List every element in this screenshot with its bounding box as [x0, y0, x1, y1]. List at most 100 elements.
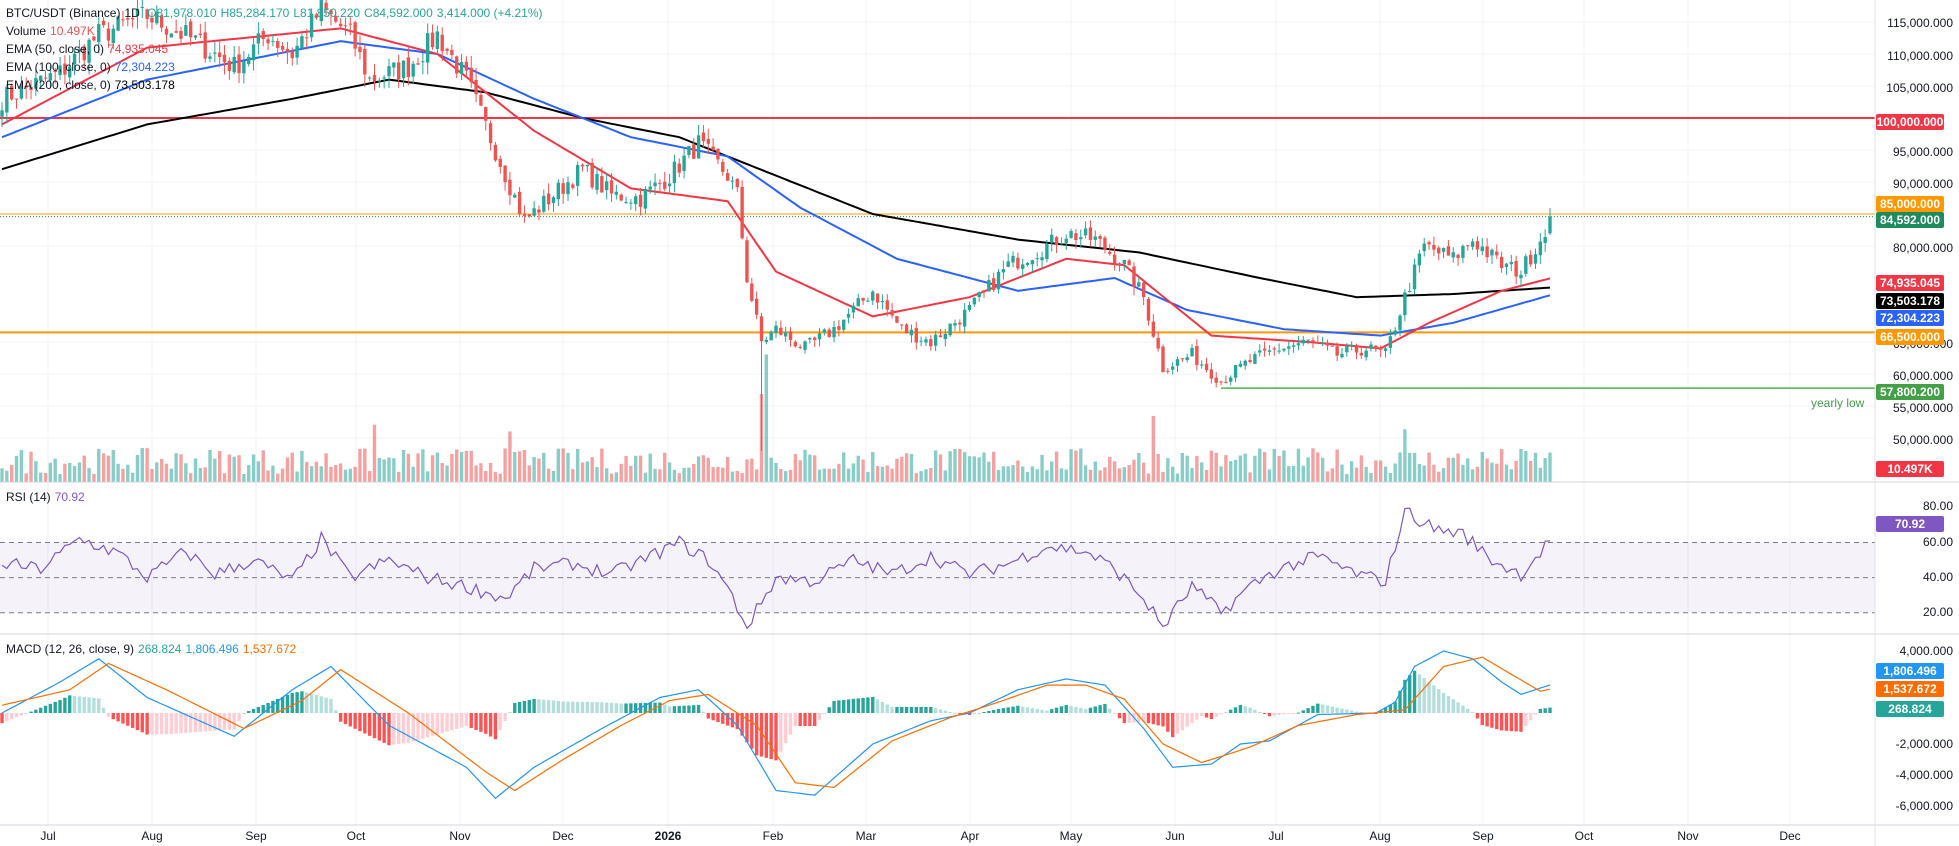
- ema100-legend[interactable]: EMA (100, close, 0) 72,304.223: [6, 59, 179, 75]
- volume-bar: [1137, 452, 1141, 482]
- volume-bar: [851, 463, 856, 482]
- macd-histogram-bar: [769, 713, 773, 760]
- volume-bar: [464, 450, 469, 482]
- candle-body: [1451, 252, 1455, 258]
- ema50-legend[interactable]: EMA (50, close, 0) 74,935.045: [6, 41, 172, 57]
- yearly-low-tag[interactable]: 57,800.200: [1876, 384, 1944, 400]
- macd-histogram-bar: [909, 706, 914, 713]
- candle-body: [551, 197, 556, 204]
- macd-histogram-bar: [188, 713, 193, 733]
- macd-hist-value: 268.824: [138, 642, 182, 656]
- volume-bar: [1374, 460, 1378, 482]
- horizontal-levels[interactable]: [0, 117, 1875, 389]
- macd-histogram-bar: [1398, 690, 1402, 713]
- macd-histogram-bar: [464, 713, 469, 727]
- volume-bar: [1185, 455, 1189, 482]
- macd-histogram-bar: [1524, 713, 1528, 727]
- volume-bar: [508, 431, 512, 482]
- macd-histogram-bar: [982, 711, 986, 713]
- candle-body: [111, 28, 115, 44]
- macd-histogram-bar: [996, 708, 1001, 713]
- level-85k-tag[interactable]: 85,000.000: [1876, 196, 1944, 212]
- candle-body: [909, 329, 914, 336]
- candle-body: [1490, 249, 1494, 256]
- rsi-axis-label: 20.00: [1922, 605, 1953, 619]
- volume-bar: [217, 451, 222, 482]
- candle-body: [237, 54, 241, 74]
- volume-bar: [1446, 457, 1451, 482]
- volume-bar: [1432, 464, 1436, 482]
- macd-histogram-bar: [1475, 713, 1480, 719]
- time-axis-label: Sep: [1472, 829, 1494, 843]
- volume-bar: [1437, 471, 1441, 482]
- price-axis-label: 115,000.000: [1887, 16, 1953, 30]
- volume-bar: [1050, 461, 1054, 482]
- last-price-tag[interactable]: 84,592.000: [1876, 212, 1944, 228]
- rsi-legend[interactable]: RSI (14) 70.92: [6, 489, 89, 505]
- volume-bar: [392, 458, 396, 482]
- volume-bar: [556, 448, 561, 482]
- macd-histogram-bar: [184, 713, 188, 733]
- price-axis-label: 95,000.000: [1892, 145, 1953, 159]
- time-axis-label: Jul: [40, 829, 56, 843]
- macd-histogram-bar: [706, 713, 710, 719]
- symbol-legend[interactable]: BTC/USDT (Binance) 1D O81,978.010 H85,284.…: [6, 5, 547, 21]
- candle-body: [372, 75, 377, 82]
- candle-body: [271, 41, 275, 43]
- macd-histogram-bar: [750, 713, 754, 749]
- candle-body: [126, 18, 130, 20]
- time-axis-label: Nov: [449, 829, 471, 843]
- macd-histogram-bar: [116, 713, 120, 722]
- macd-histogram-bar: [1272, 713, 1276, 716]
- macd-histogram-bar: [851, 698, 856, 713]
- volume-bar: [919, 471, 923, 482]
- time-axis-label: Oct: [1574, 829, 1594, 843]
- macd-legend[interactable]: MACD (12, 26, close, 9) 268.824 1,806.496 1…: [6, 641, 300, 657]
- macd-histogram-bar: [1359, 712, 1364, 714]
- volume-bar: [1103, 467, 1107, 482]
- macd-histogram-bar: [1219, 713, 1223, 715]
- candle-body: [92, 36, 96, 41]
- candle-body: [1369, 344, 1373, 349]
- ema100-value: 72,304.223: [114, 60, 175, 74]
- volume-bar: [155, 462, 159, 482]
- candle-body: [72, 53, 77, 65]
- ema100-label: EMA (100, close, 0): [6, 60, 111, 74]
- volume-bar: [372, 424, 377, 482]
- macd-histogram-bar: [1233, 707, 1238, 713]
- candle-body: [295, 45, 299, 58]
- volume-bar: [1427, 452, 1431, 482]
- candle-body: [1103, 237, 1107, 250]
- volume-bar: [513, 452, 517, 482]
- volume-bar: [343, 469, 348, 482]
- volume-bar: [348, 468, 352, 482]
- volume-bar: [663, 452, 667, 482]
- volume-bar: [1054, 451, 1059, 482]
- volume-bar: [14, 455, 19, 482]
- macd-histogram-bar: [875, 699, 880, 713]
- volume-bar: [450, 453, 454, 482]
- candle-body: [1267, 350, 1272, 352]
- resistance-100k-tag[interactable]: 100,000.000: [1876, 114, 1944, 130]
- volume-bar: [1393, 463, 1397, 482]
- ema200-legend[interactable]: EMA (200, close, 0) 73,503.178: [6, 77, 179, 93]
- macd-histogram-bar: [421, 713, 425, 739]
- candle-body: [387, 66, 391, 77]
- macd-histogram-bar: [271, 700, 275, 713]
- symbol-title[interactable]: BTC/USDT (Binance): [6, 6, 121, 20]
- macd-histogram-bar: [919, 706, 923, 713]
- ema50-line: [1, 27, 1551, 350]
- volume-bar: [116, 463, 120, 482]
- macd-histogram-bar: [416, 713, 420, 740]
- volume-bar: [648, 453, 652, 482]
- volume-bar: [619, 463, 623, 482]
- candle-body: [958, 322, 962, 325]
- volume-bar: [87, 468, 91, 482]
- support-66k-tag[interactable]: 66,500.000: [1876, 329, 1944, 345]
- candle-body: [1422, 243, 1426, 252]
- volume-bar: [426, 471, 430, 482]
- volume-legend[interactable]: Volume 10.497K: [6, 23, 99, 39]
- macd-histogram-bar: [87, 697, 91, 713]
